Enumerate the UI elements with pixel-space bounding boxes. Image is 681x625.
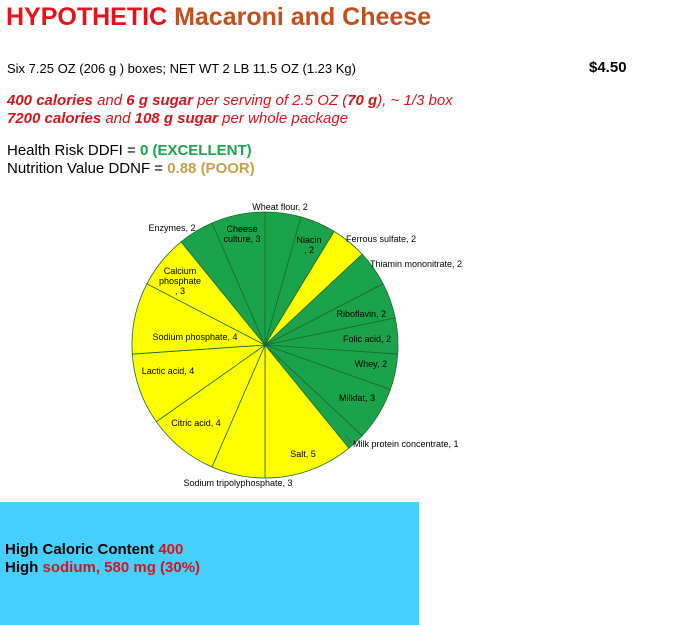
package-and: and	[101, 110, 135, 127]
pie-slice-label: Folic acid, 2	[343, 334, 391, 344]
nutrition-value-score: Nutrition Value DDNF = 0.88 (POOR)	[7, 160, 255, 177]
pie-slice-label: Niacin, 2	[296, 235, 321, 255]
serving-box-fraction: ), ~ 1/3 box	[377, 92, 453, 109]
health-risk-label: Health Risk DDFI =	[7, 142, 140, 159]
package-sugar: 108 g sugar	[134, 110, 218, 127]
pie-slice	[264, 343, 350, 479]
title-hypothetic: HYPOTHETIC	[6, 3, 168, 31]
serving-calories-line: 400 calories and 6 g sugar per serving o…	[7, 92, 453, 109]
health-risk-value: 0 (EXCELLENT)	[139, 142, 252, 159]
caloric-warning-value: 400	[158, 541, 184, 558]
package-calories: 7200 calories	[7, 110, 102, 127]
sodium-warning-label: High	[5, 559, 43, 576]
nutrition-value-value: 0.88 (POOR)	[167, 160, 255, 177]
package-rest-text: per whole package	[218, 110, 349, 127]
pie-slice-label: Lactic acid, 4	[142, 366, 195, 376]
page-title: HYPOTHETIC Macaroni and Cheese	[6, 3, 431, 32]
package-calories-line: 7200 calories and 108 g sugar per whole …	[7, 110, 348, 127]
caloric-warning: High Caloric Content 400	[5, 541, 183, 558]
pie-slice-label: Ferrous sulfate, 2	[346, 234, 416, 244]
sodium-warning-value: sodium, 580 mg (30%)	[42, 559, 201, 576]
pie-slice-label: Salt, 5	[290, 449, 316, 459]
pie-slice-label: Wheat flour, 2	[252, 202, 308, 212]
leader-line	[344, 434, 353, 444]
pie-slice-label: Citric acid, 4	[171, 418, 221, 428]
serving-and: and	[92, 92, 127, 109]
serving-grams: 70 g	[347, 92, 378, 109]
sodium-warning: High sodium, 580 mg (30%)	[5, 559, 200, 576]
caloric-warning-label: High Caloric Content	[5, 541, 159, 558]
nutrition-value-label: Nutrition Value DDNF =	[7, 160, 168, 177]
pie-slice-label: Cheese culture, 3	[223, 224, 260, 244]
pie-slice-label: Milkfat, 3	[339, 393, 375, 403]
warning-panel: High Caloric Content 400 High sodium, 58…	[0, 502, 419, 625]
pie-slice-label: Sodium tripolyphosphate, 3	[183, 478, 292, 488]
pie-slice-label: Enzymes, 2	[148, 223, 195, 233]
health-risk-score: Health Risk DDFI = 0 (EXCELLENT)	[7, 142, 252, 159]
pie-slice-label: Milk protein concentrate, 1	[353, 439, 459, 449]
title-product-name: Macaroni and Cheese	[174, 3, 432, 31]
pie-slice	[211, 211, 266, 346]
price: $4.50	[589, 59, 627, 76]
pie-slice-label: Calcium phosphate, 3	[159, 266, 201, 296]
pie-slice-label: Riboflavin, 2	[336, 309, 386, 319]
serving-calories: 400 calories	[7, 92, 93, 109]
pie-slice-label: Sodium phosphate, 4	[152, 332, 237, 342]
package-info: Six 7.25 OZ (206 g ) boxes; NET WT 2 LB …	[7, 61, 356, 76]
serving-sugar: 6 g sugar	[126, 92, 193, 109]
pie-slice-label: Thiamin mononitrate, 2	[370, 259, 462, 269]
pie-slice-label: Whey, 2	[355, 359, 387, 369]
ingredients-pie-chart: Wheat flour, 2 Niacin, 2 Ferrous sulfate, …	[131, 202, 462, 488]
serving-size-text: per serving of 2.5 OZ (	[192, 92, 348, 109]
